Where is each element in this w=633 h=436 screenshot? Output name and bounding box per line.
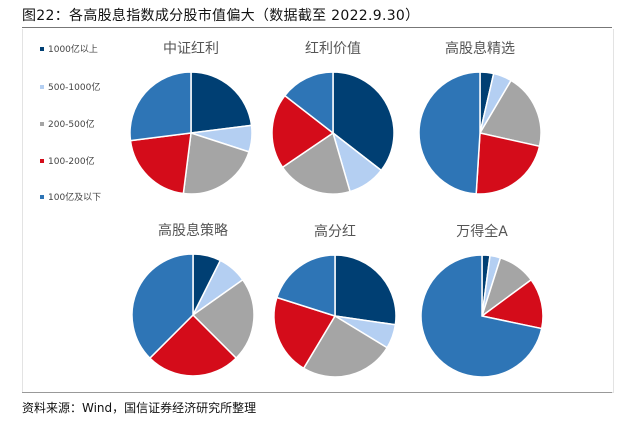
legend-label: 1000亿以上 [48,43,98,55]
pie-slice-3 [281,131,351,195]
pie-slice-3 [182,132,250,195]
pie-slice-5 [283,71,334,135]
pie-slice-5 [131,253,194,360]
pie-slice-4 [148,313,238,377]
legend-label: 100-200亿 [48,155,95,167]
pie-slice-4 [273,296,337,370]
legend-label: 200-500亿 [48,118,95,130]
legend-label: 100亿及以下 [48,191,101,203]
legend-marker [40,159,44,163]
pie-slice-5 [418,71,481,195]
pie-title: 高股息策略 [158,222,228,239]
pie-slice-3 [302,314,389,378]
legend-label: 500-1000亿 [48,81,100,93]
legend-marker [40,195,44,199]
pie-slice-1 [190,71,253,134]
pie-slice-3 [191,278,255,360]
pie-slice-4 [475,132,541,195]
pie-title: 高分红 [314,223,356,240]
pie-slice-5 [420,254,543,378]
legend-marker [40,47,44,51]
pie-slice-1 [332,71,395,172]
pie-slice-4 [129,132,192,195]
pie-slice-1 [334,254,397,326]
title-rule [22,27,612,28]
pie-slice-5 [275,254,336,318]
pie-slice-4 [271,94,335,169]
bottom-rule [22,392,612,393]
pie-title: 高股息精选 [445,40,515,57]
source-note: 资料来源：Wind，国信证券经济研究所整理 [22,401,257,415]
pie-slice-5 [129,71,192,142]
legend-marker [40,85,44,89]
figure-title: 图22：各高股息指数成分股市值偏大（数据截至 2022.9.30） [22,8,420,24]
pie-title: 红利价值 [305,41,361,57]
legend-marker [40,122,44,126]
pie-slice-3 [478,79,542,148]
pie-title: 中证红利 [163,41,219,57]
pie-title: 万得全A [456,223,508,240]
